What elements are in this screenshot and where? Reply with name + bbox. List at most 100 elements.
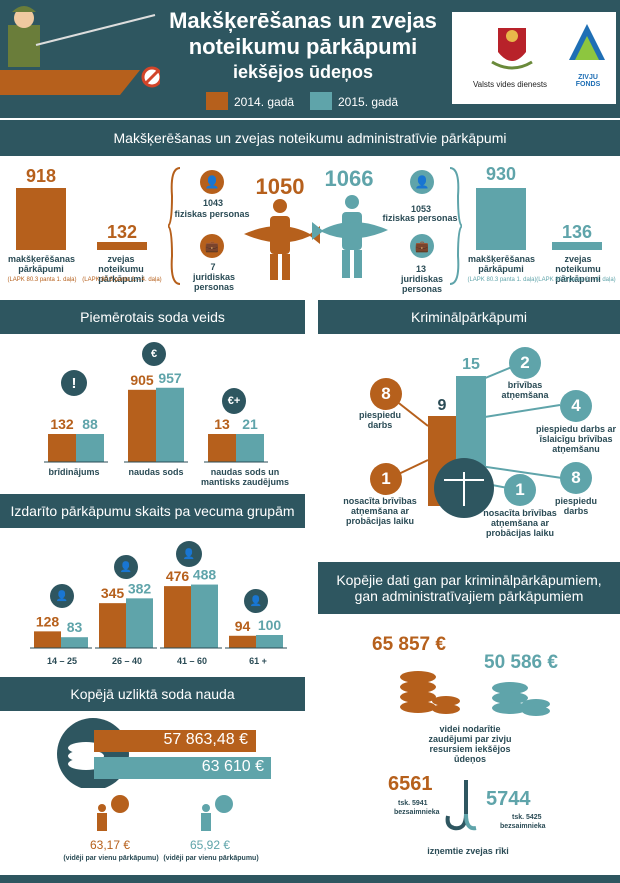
- legal-2015-value: 13: [415, 264, 426, 274]
- person-icon-age-0: 👤: [50, 584, 74, 608]
- admin-total-2014: 1050: [255, 174, 305, 199]
- briefcase-icon-2015-legal: 💼: [410, 234, 434, 258]
- gear-2014-sub2: bezsaimnieka: [394, 809, 440, 816]
- crim-2015-circle-3: 1: [504, 474, 536, 506]
- physical-2015-value: 1053: [410, 204, 432, 214]
- section-fine-header: Kopējā uzliktā soda nauda: [0, 677, 305, 711]
- person-icon-age-2: 👤: [176, 541, 202, 567]
- fine-icon: €: [142, 342, 166, 366]
- legend-label-2014: 2014. gadā: [234, 95, 295, 109]
- age-value-2-2015: 488: [193, 567, 217, 583]
- crim-2015-circle-0: 2: [509, 347, 541, 379]
- person-coins-icon-2014: [97, 795, 129, 831]
- admin-2015-net-bar: [552, 242, 602, 250]
- avg-fine-2014: 63,17 €: [89, 838, 131, 852]
- crim-2014-label-1: nosacīta brīvības atņemšana ar probācija…: [343, 496, 417, 526]
- admin-total-2015: 1066: [324, 166, 374, 191]
- crim-2015-label-3: nosacīta brīvības atņemšana ar probācija…: [483, 508, 557, 538]
- physical-2015-label: fiziskas personas: [382, 213, 458, 223]
- age-bar-3-2014: [229, 635, 256, 648]
- penalty-bar-2-2014: [208, 434, 236, 462]
- fine-2014-value: 57 863,48 €: [163, 731, 248, 748]
- person-coins-icon-2015: [201, 795, 233, 831]
- crim-2015-label-1: piespiedu darbs ar īslaicīgu brīvības at…: [535, 424, 617, 454]
- damage-2014-value: 65 857 €: [372, 634, 446, 655]
- age-value-2-2014: 476: [166, 568, 190, 584]
- coins-2015-icon: [492, 682, 550, 716]
- admin-2015-net-label: zvejas noteikumu pārkāpumi: [555, 254, 601, 284]
- penalty-value-0-2014: 132: [50, 416, 74, 432]
- logo2-text: ZIVJU FONDS: [575, 74, 601, 88]
- penalty-bar-2-2015: [236, 434, 264, 462]
- fisherman-2015-fish-icon: [312, 195, 388, 278]
- fine-2014-bar: [94, 730, 256, 752]
- person-icon-2014-physical: 👤: [200, 170, 224, 194]
- age-value-1-2015: 382: [128, 580, 152, 596]
- crim-2015-label-2: piespiedu darbs: [554, 496, 597, 516]
- legend-swatch-2014: [206, 92, 228, 110]
- age-value-3-2014: 94: [235, 618, 251, 634]
- person-icon-2015-physical: 👤: [410, 170, 434, 194]
- crim-2014-label-0: piespiedu darbs: [358, 410, 401, 430]
- fine-2015-value: 63 610 €: [201, 758, 264, 775]
- admin-2014-fishing-value: 918: [25, 166, 57, 186]
- admin-2015-net-value: 136: [561, 222, 593, 242]
- section-criminal-title: Kriminālpārkāpumi: [411, 309, 527, 325]
- age-value-0-2015: 83: [67, 619, 83, 635]
- age-cat-label-1: 26 – 40: [111, 656, 143, 666]
- age-bar-0-2014: [34, 631, 61, 648]
- admin-2014-fishing-bar: [16, 188, 66, 250]
- admin-2015-fishing-label: makšķerēšanas pārkāpumi: [468, 254, 536, 274]
- legend-swatch-2015: [310, 92, 332, 110]
- age-cat-label-3: 61 +: [249, 656, 267, 666]
- warning-icon: !: [61, 370, 87, 396]
- person-icon-age-1: 👤: [114, 555, 138, 579]
- section-fine-title: Kopējā uzliktā soda nauda: [70, 686, 235, 702]
- section-criminal-header: Kriminālpārkāpumi: [318, 300, 620, 334]
- fisherman-boat-illustration: [0, 6, 160, 95]
- age-cat-label-2: 41 – 60: [176, 656, 208, 666]
- legal-2014-label: juridiskas personas: [192, 272, 236, 292]
- fine-2015-bar: [94, 757, 271, 779]
- penalty-cat-label-0: brīdinājums: [48, 467, 100, 477]
- criminal-2014-value: 9: [437, 397, 447, 414]
- admin-2015-net-note: (LAPK 80.3 panta 2. - 4. daļa): [536, 277, 616, 283]
- section-age-title: Izdarīto pārkāpumu skaits pa vecuma grup…: [10, 503, 295, 519]
- coins-2014-icon: [400, 671, 460, 714]
- admin-2015-fishing-note: (LAPK 80.3 panta 1. daļa): [467, 277, 537, 283]
- section-total-title-line2: gan administratīvajiem pārkāpumiem: [354, 588, 584, 604]
- criminal-chart: [385, 361, 563, 518]
- gear-2015-sub2: bezsaimnieka: [500, 823, 546, 830]
- gear-2015-sub: tsk. 5425: [512, 814, 542, 821]
- criminal-2015-value: 15: [462, 356, 480, 373]
- admin-2014-fishing-label: makšķerēšanas pārkāpumi: [8, 254, 76, 274]
- penalty-bar-0-2015: [76, 434, 104, 462]
- person-icon-age-3: 👤: [244, 589, 268, 613]
- penalty-value-0-2015: 88: [82, 416, 98, 432]
- section-age-header: Izdarīto pārkāpumu skaits pa vecuma grup…: [0, 494, 305, 528]
- crim-2015-circle-1: 4: [560, 390, 592, 422]
- legal-2014-value: 7: [210, 262, 216, 272]
- penalty-value-1-2015: 957: [158, 370, 182, 386]
- left-brace: [168, 167, 181, 285]
- right-brace: [449, 167, 462, 285]
- gear-2014-sub: tsk. 5941: [398, 800, 428, 807]
- age-bar-0-2015: [61, 637, 88, 648]
- coat-of-arms-logo: [491, 28, 533, 70]
- avg-fine-2015-label: (vidēji par vienu pārkāpumu): [163, 855, 259, 862]
- admin-2014-net-bar: [97, 242, 147, 250]
- section-admin-header: Makšķerēšanas un zvejas noteikumu admini…: [0, 120, 620, 156]
- age-value-1-2014: 345: [101, 585, 125, 601]
- fine-confiscation-icon: €+: [222, 388, 246, 414]
- gear-label: izņemtie zvejas rīki: [427, 846, 509, 856]
- age-value-3-2015: 100: [258, 617, 282, 633]
- gear-2014-value: 6561: [388, 773, 433, 795]
- penalty-bar-1-2014: [128, 389, 156, 462]
- section-penalty-title: Piemērotais soda veids: [80, 309, 225, 325]
- damage-2015-value: 50 586 €: [484, 652, 558, 673]
- age-chart: 128 83 345 382 476 488 94 100: [30, 567, 287, 649]
- logo1-text: Valsts vides dienests: [472, 80, 548, 89]
- page-title-line3: iekšējos ūdeņos: [232, 62, 374, 82]
- penalty-value-2-2014: 13: [214, 416, 230, 432]
- admin-2015-fishing-bar: [476, 188, 526, 250]
